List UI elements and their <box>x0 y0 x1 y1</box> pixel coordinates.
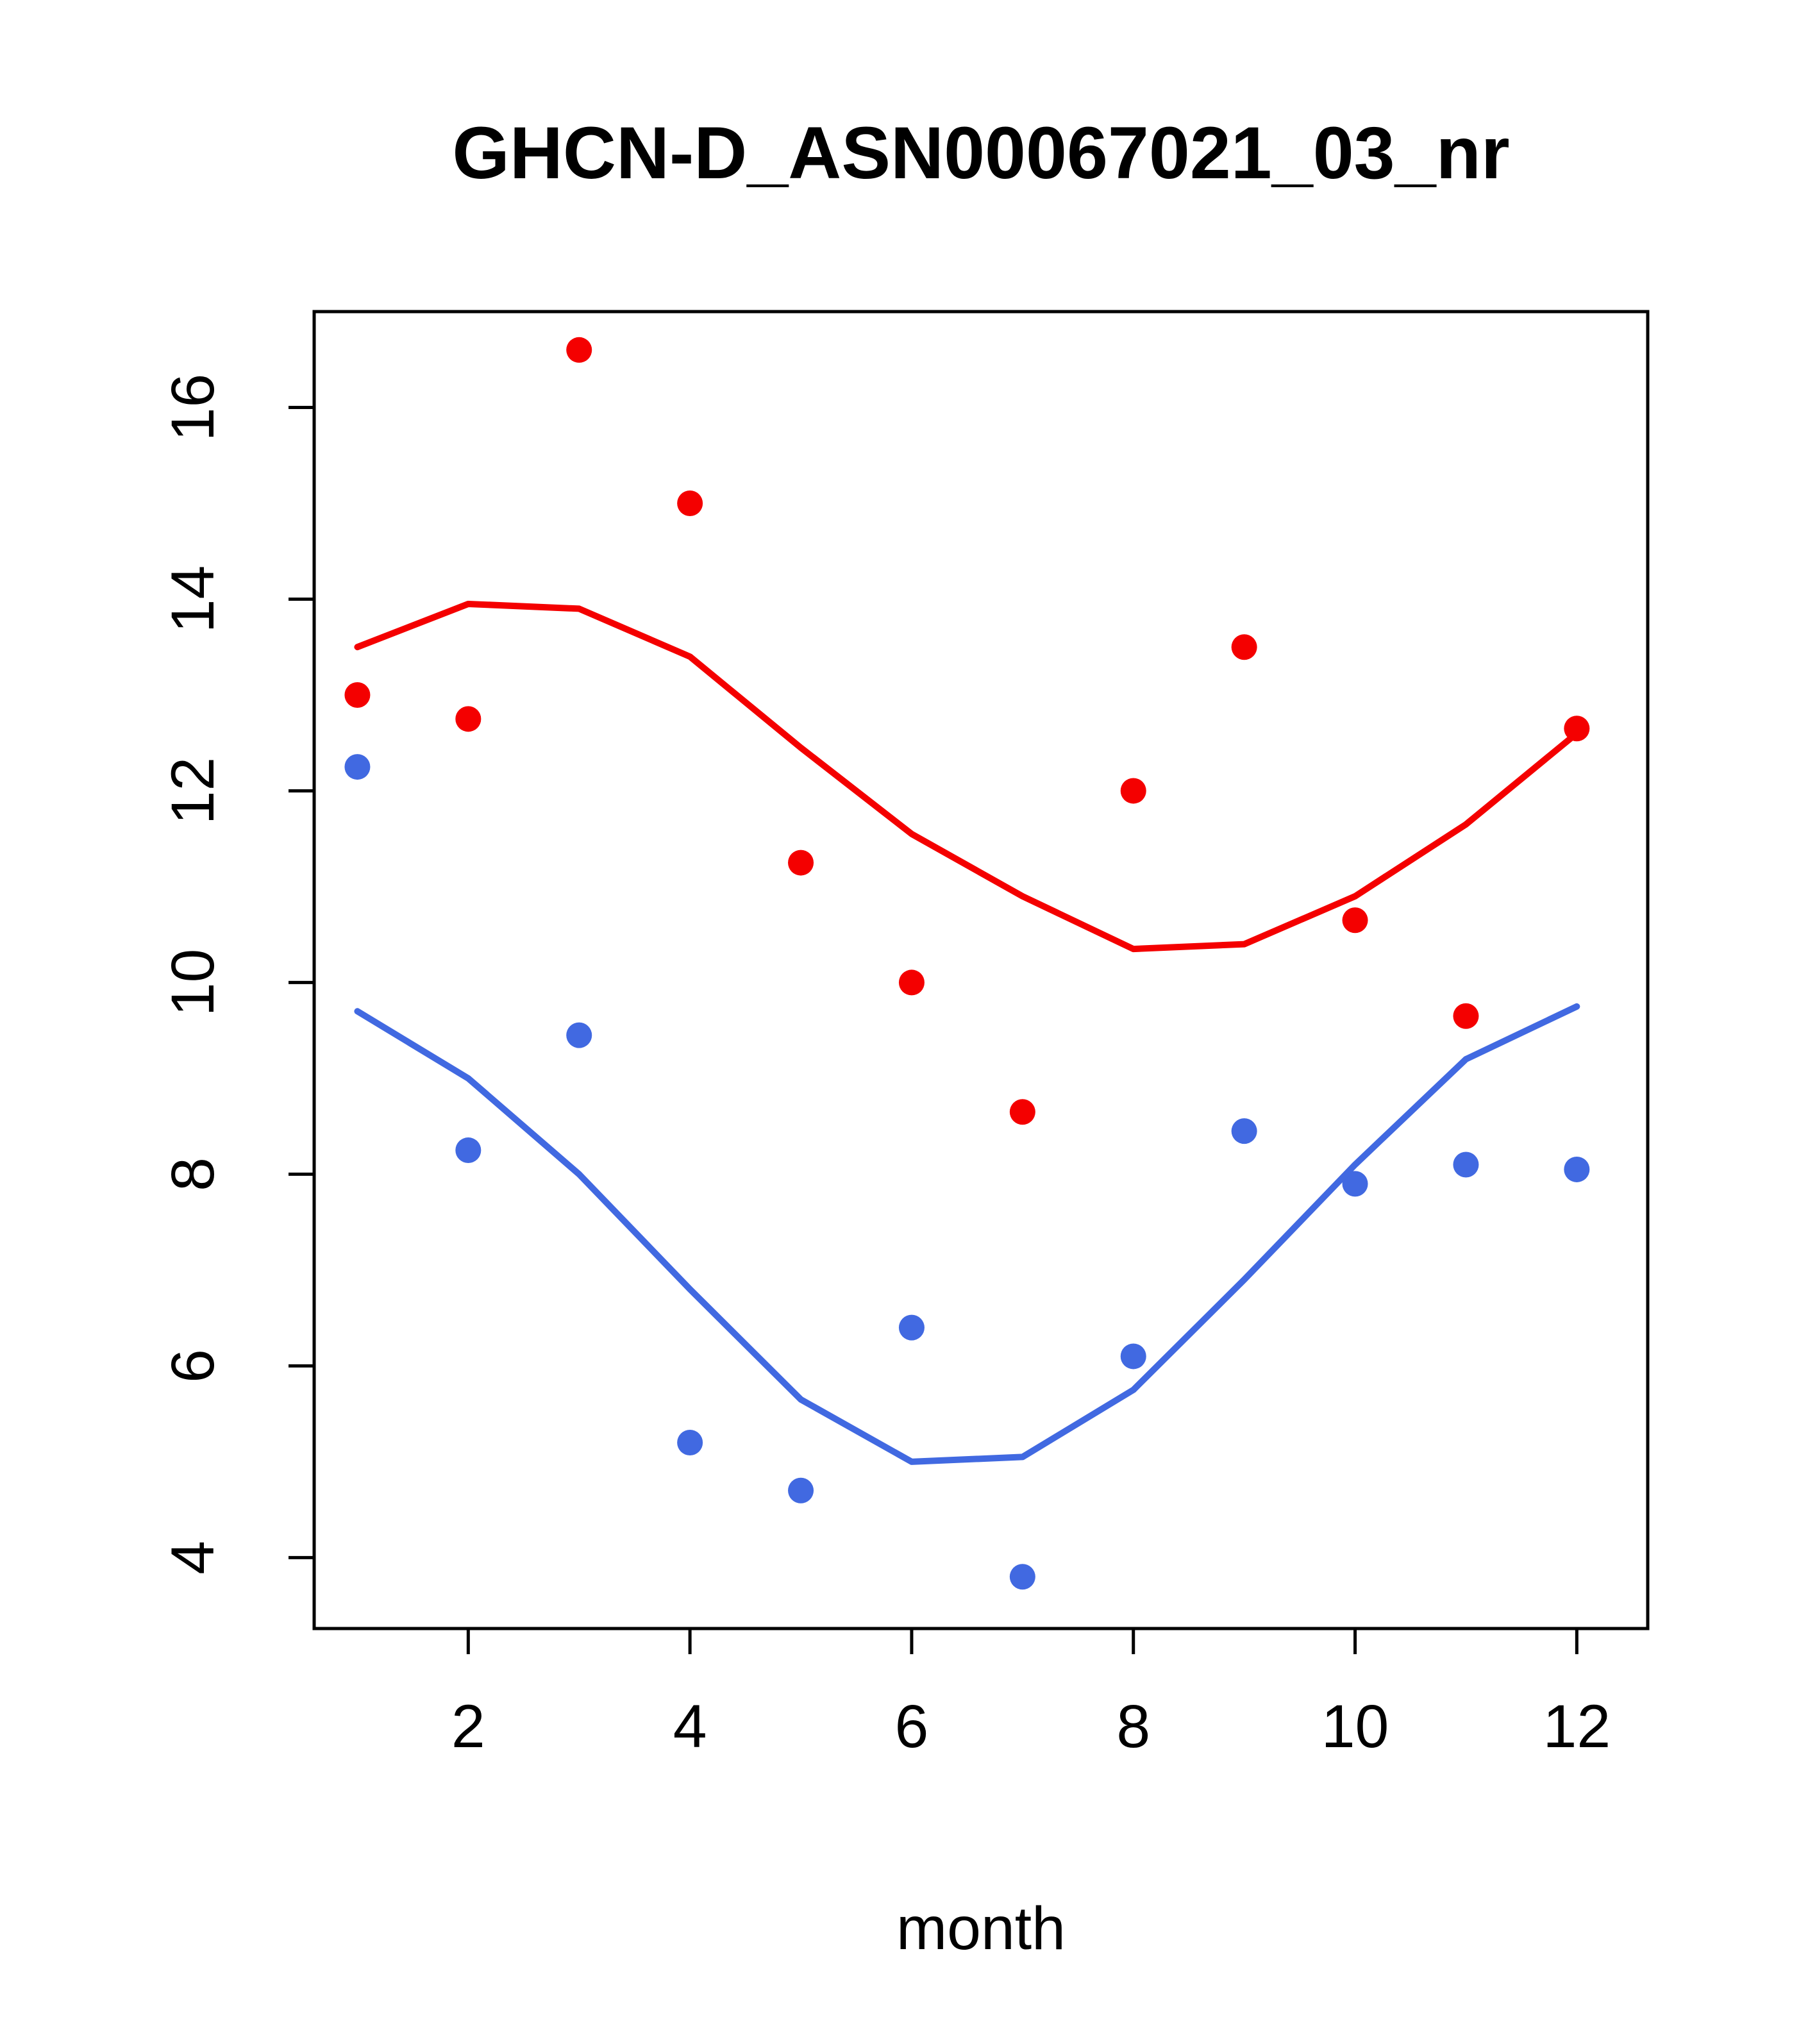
red-points-marker <box>788 850 814 876</box>
x-axis-label: month <box>896 1895 1066 1963</box>
blue-points-marker <box>1342 1171 1368 1197</box>
y-tick-label: 16 <box>159 374 227 442</box>
y-tick-label: 4 <box>159 1541 227 1575</box>
red-points-marker <box>677 490 703 516</box>
x-tick-label: 12 <box>1543 1693 1611 1761</box>
blue-points-marker <box>898 1314 925 1341</box>
red-points-marker <box>1009 1099 1035 1125</box>
red-points-marker <box>455 706 481 732</box>
x-tick-label: 2 <box>451 1693 485 1761</box>
red-points-marker <box>1342 907 1368 934</box>
y-tick-label: 8 <box>159 1157 227 1191</box>
blue-points-marker <box>1120 1343 1146 1370</box>
red-points-marker <box>1231 634 1257 660</box>
x-tick-label: 6 <box>895 1693 929 1761</box>
red-points-marker <box>344 682 371 708</box>
red-points-marker <box>898 969 925 996</box>
y-tick-label: 12 <box>159 757 227 825</box>
blue-points-marker <box>566 1022 592 1048</box>
x-tick-label: 4 <box>673 1693 707 1761</box>
red-points-marker <box>1120 778 1146 804</box>
blue-smooth-line <box>354 1003 1580 1465</box>
blue-points-marker <box>455 1137 481 1164</box>
blue-points-marker <box>1453 1152 1479 1178</box>
red-points-marker <box>566 337 592 363</box>
blue-points-marker <box>1231 1118 1257 1144</box>
y-tick-label: 6 <box>159 1349 227 1383</box>
blue-points-marker <box>677 1429 703 1455</box>
red-smooth-line <box>354 600 1580 953</box>
chart-title: GHCN-D_ASN00067021_03_nr <box>452 112 1509 194</box>
blue-points-marker <box>344 754 371 780</box>
blue-points-marker <box>1564 1156 1590 1182</box>
blue-points-marker <box>1009 1564 1035 1590</box>
y-tick-label: 10 <box>159 949 227 1017</box>
x-tick-label: 10 <box>1321 1693 1389 1761</box>
y-tick-label: 14 <box>159 565 227 633</box>
blue-points-marker <box>788 1477 814 1504</box>
plot-box <box>312 310 1650 1630</box>
red-points-marker <box>1453 1003 1479 1029</box>
plot-area: 2 4 6 8 10 12 4 6 8 10 12 14 16 <box>159 310 1650 1761</box>
x-tick-label: 8 <box>1116 1693 1150 1761</box>
